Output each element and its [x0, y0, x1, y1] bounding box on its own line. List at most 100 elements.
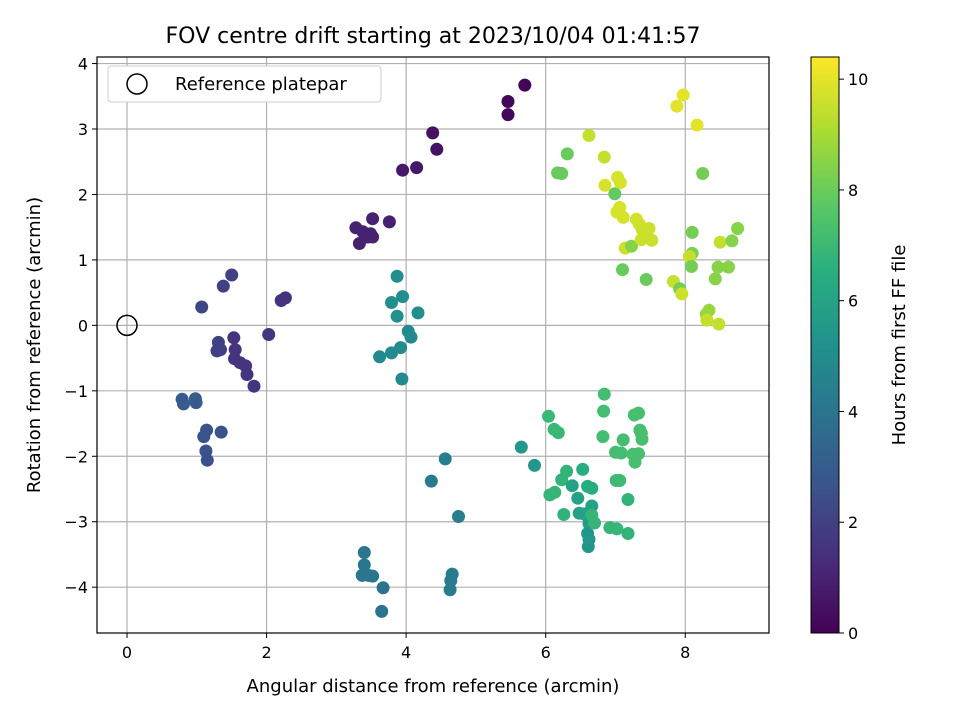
scatter-point	[565, 479, 579, 493]
scatter-point	[375, 604, 389, 618]
scatter-point	[585, 481, 599, 495]
scatter-point	[352, 237, 366, 250]
scatter-point	[639, 273, 653, 286]
scatter-point	[548, 485, 562, 499]
colorbar-tick-label: 4	[848, 402, 858, 421]
colorbar-tick-label: 10	[848, 70, 868, 89]
scatter-point	[597, 404, 611, 418]
scatter-point	[676, 88, 690, 102]
scatter-point	[373, 350, 387, 364]
scatter-point	[613, 474, 627, 487]
scatter-point	[560, 464, 574, 478]
scatter-point	[404, 330, 418, 344]
scatter-point	[501, 108, 515, 122]
scatter-point	[608, 187, 622, 201]
scatter-point	[722, 260, 735, 274]
scatter-point	[197, 430, 211, 444]
scatter-point	[396, 163, 410, 177]
colorbar-tick-label: 2	[848, 513, 858, 532]
scatter-point	[385, 346, 398, 360]
scatter-point	[597, 387, 611, 401]
x-tick-label: 2	[261, 643, 271, 662]
x-tick-label: 8	[680, 643, 690, 662]
scatter-point	[385, 296, 398, 309]
scatter-point	[551, 426, 565, 440]
legend-marker-icon	[126, 73, 148, 95]
scatter-point	[426, 126, 440, 140]
x-tick-label: 6	[541, 643, 551, 662]
scatter-point	[214, 425, 228, 439]
y-tick-label: −3	[64, 513, 88, 532]
scatter-point	[625, 239, 638, 253]
scatter-point	[411, 306, 425, 320]
scatter-point	[443, 583, 457, 597]
scatter-point	[576, 462, 590, 476]
scatter-point	[712, 317, 726, 331]
scatter-point	[685, 225, 699, 239]
y-tick-label: 0	[78, 316, 88, 335]
colorbar-tick-label: 8	[848, 181, 858, 200]
x-tick-label: 4	[401, 643, 411, 662]
colorbar-gradient	[810, 56, 840, 634]
scatter-point	[240, 368, 254, 381]
scatter-point	[555, 167, 569, 180]
scatter-point	[557, 508, 571, 521]
scatter-point	[424, 474, 438, 488]
scatter-point	[430, 142, 444, 156]
colorbar-tick-label: 6	[848, 292, 858, 311]
scatter-point	[708, 272, 722, 286]
scatter-point	[613, 201, 627, 214]
scatter-point	[247, 379, 261, 393]
scatter-point	[690, 118, 704, 132]
scatter-point	[621, 527, 635, 540]
y-tick-label: 3	[78, 120, 88, 139]
scatter-point	[634, 233, 648, 247]
y-tick-label: −2	[64, 447, 88, 466]
y-tick-label: −4	[64, 578, 88, 597]
legend-entry-label: Reference platepar	[175, 74, 347, 95]
scatter-point	[528, 458, 541, 472]
scatter-point	[682, 250, 696, 264]
scatter-point	[711, 260, 725, 274]
scatter-point	[366, 212, 380, 226]
scatter-point	[382, 215, 396, 229]
scatter-point	[713, 235, 727, 249]
reference-platepar-marker	[116, 314, 138, 337]
scatter-point	[585, 499, 599, 513]
scatter-point	[216, 279, 230, 293]
x-tick-label: 0	[122, 643, 132, 662]
scatter-point	[725, 234, 739, 248]
scatter-point	[390, 309, 404, 323]
scatter-point	[635, 432, 649, 446]
scatter-point	[675, 287, 689, 301]
legend: Reference platepar	[107, 65, 382, 103]
legend-box	[107, 65, 382, 103]
colorbar-label: Hours from first FF file	[889, 245, 910, 446]
scatter-point	[616, 263, 629, 277]
x-axis-label: Angular distance from reference (arcmin)	[247, 676, 620, 697]
scatter-point	[598, 178, 612, 192]
plot-area-frame	[96, 56, 770, 634]
scatter-point	[670, 99, 684, 113]
colorbar-ticks: 0 2 4 6 8 10	[839, 70, 868, 643]
scatter-point	[685, 260, 698, 273]
colorbar: 0 2 4 6 8 10 Hours from first FF file	[810, 56, 910, 643]
scatter-point	[514, 440, 528, 454]
scatter-point	[614, 446, 628, 460]
scatter-point	[366, 569, 380, 583]
scatter-point	[410, 161, 424, 175]
scatter-point	[571, 491, 585, 505]
scatter-point	[696, 167, 710, 180]
scatter-point	[632, 447, 645, 461]
scatter-point	[227, 331, 241, 345]
grid-lines	[97, 57, 769, 633]
axis-ticks: 0 2 4 6 8 −4 −3 −2 −1 0 1 2 3 4	[64, 55, 690, 662]
scatter-point	[616, 433, 630, 447]
y-tick-label: 4	[78, 55, 88, 74]
scatter-point	[700, 313, 714, 327]
scatter-point	[357, 558, 371, 572]
scatter-point	[501, 95, 515, 108]
scatter-point	[262, 328, 276, 341]
scatter-point	[582, 129, 596, 142]
